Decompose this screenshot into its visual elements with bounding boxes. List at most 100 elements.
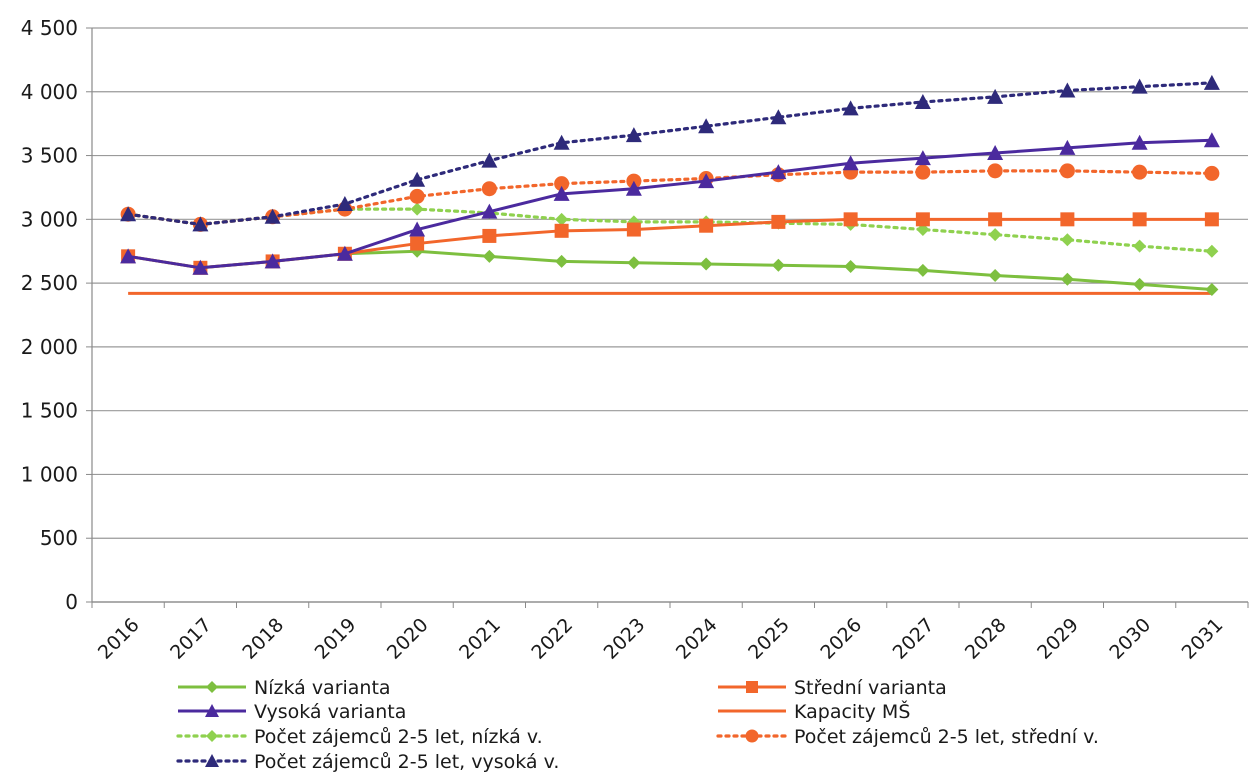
data-point [205, 754, 219, 767]
y-tick-label: 4 500 [21, 16, 78, 40]
data-point [745, 729, 759, 743]
data-point [553, 185, 570, 201]
data-point [264, 208, 281, 224]
x-tick-label: 2019 [311, 614, 361, 664]
x-axis-ticks: 2016 2017 2018 2019 2020 2021 2022 2023 2024 2025… [94, 614, 1228, 664]
data-point [482, 228, 497, 243]
x-tick-label: 2016 [94, 614, 144, 664]
data-point [1205, 282, 1219, 296]
data-point [915, 164, 931, 180]
data-point [770, 164, 787, 180]
data-point [626, 222, 641, 237]
data-point [1131, 134, 1148, 150]
data-point [1204, 212, 1219, 227]
data-point [915, 212, 930, 227]
data-point [120, 206, 137, 222]
legend-label: Střední varianta [794, 677, 947, 699]
legend-item: Vysoká varianta [178, 701, 406, 723]
data-point [627, 256, 641, 270]
series-2 [120, 132, 1220, 275]
data-point [336, 196, 353, 212]
data-point [987, 88, 1004, 104]
data-point [842, 155, 859, 171]
legend-item: Nízká varianta [178, 677, 391, 699]
legend-label: Nízká varianta [254, 677, 391, 699]
x-tick-label: 2030 [1105, 614, 1155, 664]
data-point [842, 100, 859, 116]
data-point [410, 236, 425, 251]
legend-item: Počet zájemců 2-5 let, nízká v. [176, 726, 543, 748]
legend-item: Kapacity MŠ [718, 699, 910, 723]
series-line [127, 249, 1212, 291]
series-line [127, 138, 1212, 270]
data-point [988, 268, 1002, 282]
data-point [1059, 139, 1076, 155]
y-tick-label: 1 000 [21, 462, 78, 486]
x-tick-label: 2022 [527, 614, 577, 664]
data-point [771, 258, 785, 272]
data-point [409, 188, 425, 204]
legend-item: Počet zájemců 2-5 let, střední v. [716, 726, 1099, 748]
data-point [336, 245, 353, 261]
data-point [1132, 212, 1147, 227]
data-point [554, 176, 570, 192]
data-point [481, 203, 498, 219]
data-point [1059, 82, 1076, 98]
data-point [1060, 233, 1074, 247]
data-point [625, 180, 642, 196]
x-tick-label: 2023 [600, 614, 650, 664]
data-point [916, 263, 930, 277]
series-5 [120, 163, 1220, 232]
legend-label: Počet zájemců 2-5 let, nízká v. [254, 726, 543, 748]
data-point [746, 681, 758, 693]
data-point [1059, 163, 1075, 179]
data-point [192, 216, 209, 232]
data-point [1133, 277, 1147, 291]
data-point [1203, 132, 1220, 148]
data-point [481, 181, 497, 197]
y-axis-ticks: 0 500 1 000 1 500 2 000 2 500 3 000 3 500 4 000 4… [21, 16, 78, 614]
legend-label: Kapacity MŠ [794, 699, 910, 723]
data-point [555, 212, 569, 226]
x-tick-label: 2031 [1178, 614, 1228, 664]
y-tick-label: 3 500 [21, 144, 78, 168]
legend-label: Počet zájemců 2-5 let, vysoká v. [254, 751, 559, 773]
y-tick-label: 2 500 [21, 271, 78, 295]
data-point [205, 704, 219, 717]
data-point [1205, 244, 1219, 258]
series-6 [120, 74, 1220, 232]
data-point [1060, 212, 1075, 227]
x-tick-label: 2029 [1033, 614, 1083, 664]
data-point [843, 212, 858, 227]
series-line [126, 207, 1214, 253]
series-line [126, 169, 1214, 227]
data-point [206, 681, 218, 693]
series-4 [121, 202, 1219, 258]
x-tick-label: 2020 [383, 614, 433, 664]
series-0 [121, 244, 1219, 296]
y-tick-label: 4 000 [21, 80, 78, 104]
data-point [770, 109, 787, 125]
legend-label: Počet zájemců 2-5 let, střední v. [794, 726, 1099, 748]
data-point [264, 253, 281, 269]
series-layer [120, 74, 1220, 296]
series-line [126, 81, 1214, 227]
data-point [409, 221, 426, 237]
data-point [987, 163, 1003, 179]
data-point [554, 223, 569, 238]
legend: Nízká varianta Střední varianta Vysoká var… [176, 677, 1099, 773]
data-point [1132, 164, 1148, 180]
data-point [914, 150, 931, 166]
data-point [1133, 239, 1147, 253]
x-tick-label: 2025 [744, 614, 794, 664]
data-point [699, 218, 714, 233]
data-point [555, 254, 569, 268]
data-point [988, 228, 1002, 242]
data-point [771, 214, 786, 229]
x-tick-label: 2027 [889, 614, 939, 664]
legend-item: Střední varianta [718, 677, 947, 699]
data-point [206, 730, 218, 742]
x-tick-label: 2026 [816, 614, 866, 664]
data-point [914, 93, 931, 109]
